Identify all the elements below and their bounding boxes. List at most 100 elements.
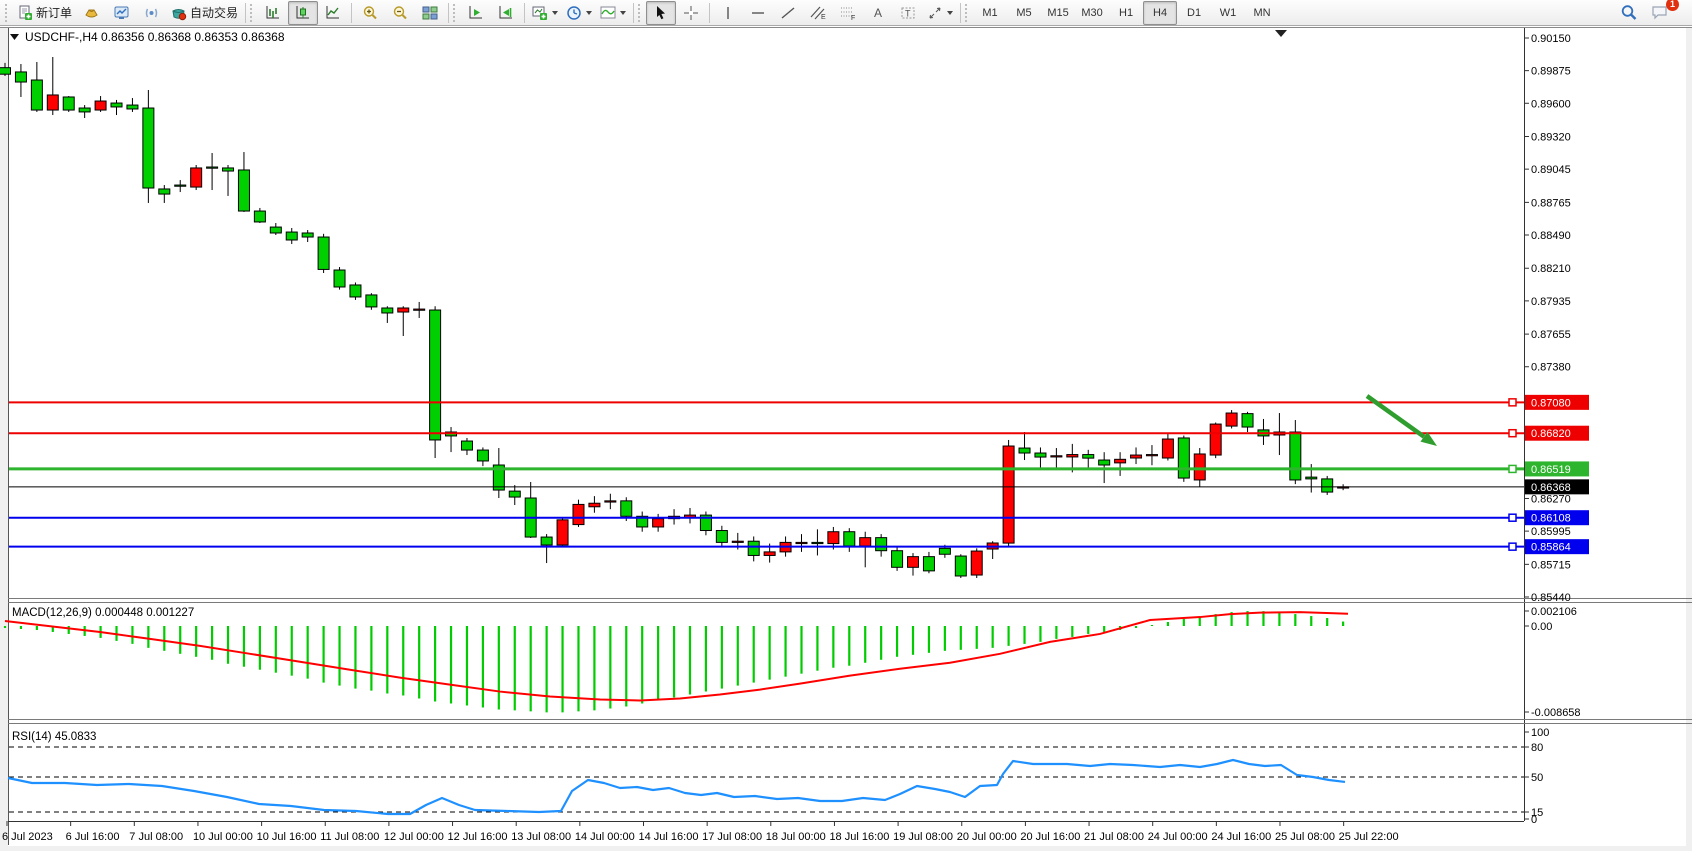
candle-body (843, 531, 856, 547)
price-badge-label: 0.86108 (1531, 513, 1571, 525)
hline-handle[interactable] (1508, 398, 1517, 407)
window-bottom-edge (0, 846, 1692, 851)
gold-ingot-icon (83, 5, 100, 21)
bar-chart-icon (265, 5, 281, 21)
crosshair-icon (683, 5, 699, 21)
candle-body (460, 440, 473, 451)
timeframe-toolbar: M1 M5 M15 M30 H1 H4 D1 W1 MN (973, 0, 1279, 25)
zoom-in-button[interactable] (355, 1, 385, 25)
vertical-line-tool-button[interactable] (713, 1, 743, 25)
chart-menu-triangle-icon[interactable] (10, 34, 19, 40)
time-tick-label: 14 Jul 00:00 (575, 831, 635, 843)
new-chart-button[interactable] (528, 1, 562, 25)
price-tick-label: 0.87935 (1531, 296, 1571, 308)
auto-trading-button[interactable]: 自动交易 (166, 1, 242, 25)
fibonacci-tool-button[interactable]: F (833, 1, 863, 25)
text-label-tool-button[interactable]: T (893, 1, 923, 25)
fibonacci-icon: F (839, 5, 857, 21)
indicators-button[interactable] (596, 1, 630, 25)
trend-arrow-head[interactable] (1420, 431, 1437, 446)
candle-body (1018, 447, 1031, 454)
candle-body (747, 540, 760, 556)
candle-body (237, 169, 250, 212)
candle-body (508, 490, 521, 498)
candle-body (78, 107, 91, 113)
timeframe-button-M1[interactable]: M1 (982, 6, 998, 19)
time-tick-label: 21 Jul 08:00 (1084, 831, 1144, 843)
line-chart-button[interactable] (318, 1, 348, 25)
time-tick-label: 11 Jul 08:00 (320, 831, 379, 843)
period-button[interactable] (562, 1, 596, 25)
horizontal-line-tool-button[interactable] (743, 1, 773, 25)
timeframe-button-M30[interactable]: M30 (1081, 6, 1103, 19)
toolbar-grip (250, 3, 255, 22)
candle-body (875, 537, 888, 552)
candle-body (381, 307, 394, 314)
candle-body (301, 232, 314, 238)
timeframe-button-W1[interactable]: W1 (1219, 6, 1237, 19)
candlestick-chart-button[interactable] (288, 0, 319, 25)
clock-icon (566, 5, 582, 21)
search-button[interactable] (1614, 1, 1644, 25)
price-tick-label: 0.85440 (1531, 592, 1571, 604)
notifications-button[interactable]: 1 (1644, 0, 1679, 25)
timeframe-button-M15[interactable]: M15 (1047, 6, 1069, 19)
time-tick-label: 12 Jul 00:00 (384, 831, 444, 843)
arrows-tool-button[interactable] (923, 1, 957, 25)
timeframe-button-H4[interactable]: H4 (1143, 0, 1178, 25)
web-terminal-button[interactable] (106, 1, 136, 25)
candle-body (1114, 458, 1127, 464)
price-tick-label: 0.89045 (1531, 164, 1571, 176)
indicators-icon (600, 5, 616, 21)
hline-handle[interactable] (1508, 428, 1517, 438)
zoom-in-icon (362, 5, 379, 21)
toolbar-grip (638, 3, 643, 22)
search-icon (1620, 4, 1638, 21)
candle-body (142, 107, 155, 189)
candle-body (0, 67, 11, 75)
toolbar-grip (5, 3, 10, 22)
text-tool-button[interactable]: A (863, 1, 893, 25)
bar-chart-button[interactable] (258, 1, 288, 25)
equidistant-channel-tool-button[interactable]: E (803, 1, 833, 25)
timeframe-button-MN[interactable]: MN (1253, 6, 1271, 19)
time-tick-label: 6 Jul 2023 (2, 831, 53, 843)
tile-windows-button[interactable] (415, 1, 445, 25)
auto-scroll-button[interactable] (461, 1, 491, 25)
new-order-button[interactable]: 新订单 (13, 1, 76, 25)
arrows-icon (927, 5, 943, 21)
channel-icon: E (809, 5, 827, 21)
timeframe-button-D1[interactable]: D1 (1187, 6, 1202, 19)
candle-body (1241, 413, 1254, 428)
timeframe-button-H1[interactable]: H1 (1119, 6, 1134, 19)
cursor-tool-button[interactable] (646, 0, 677, 25)
candle-body (94, 100, 107, 111)
toolbar-grip (453, 3, 458, 22)
candle-body (604, 500, 617, 503)
chat-bubble-icon (1650, 4, 1669, 21)
svg-text:F: F (851, 15, 855, 21)
chart-shift-icon (498, 5, 514, 21)
signals-button[interactable] (136, 1, 166, 25)
trend-arrow-annotation[interactable] (1365, 394, 1426, 439)
zoom-out-button[interactable] (385, 1, 415, 25)
toolbar-separator (633, 2, 635, 23)
time-tick-label: 10 Jul 00:00 (193, 831, 253, 843)
hline-handle[interactable] (1508, 513, 1517, 522)
time-tick-label: 7 Jul 08:00 (129, 831, 183, 843)
timeframe-button-M5[interactable]: M5 (1016, 6, 1032, 19)
chart-shift-button[interactable] (491, 1, 521, 25)
candle-body (540, 536, 553, 546)
crosshair-tool-button[interactable] (676, 1, 706, 25)
hline-handle[interactable] (1508, 542, 1517, 551)
chart-shift-marker[interactable] (1275, 30, 1287, 37)
candle-body (588, 502, 601, 508)
candle-body (62, 96, 75, 111)
candle-body (907, 556, 920, 568)
chart-area[interactable]: USDCHF-,H4 0.86356 0.86368 0.86353 0.863… (0, 27, 1692, 851)
trendline-tool-button[interactable] (773, 1, 803, 25)
deposit-button[interactable] (76, 1, 106, 25)
auto-trading-icon (170, 5, 187, 21)
hline-handle[interactable] (1508, 464, 1517, 474)
